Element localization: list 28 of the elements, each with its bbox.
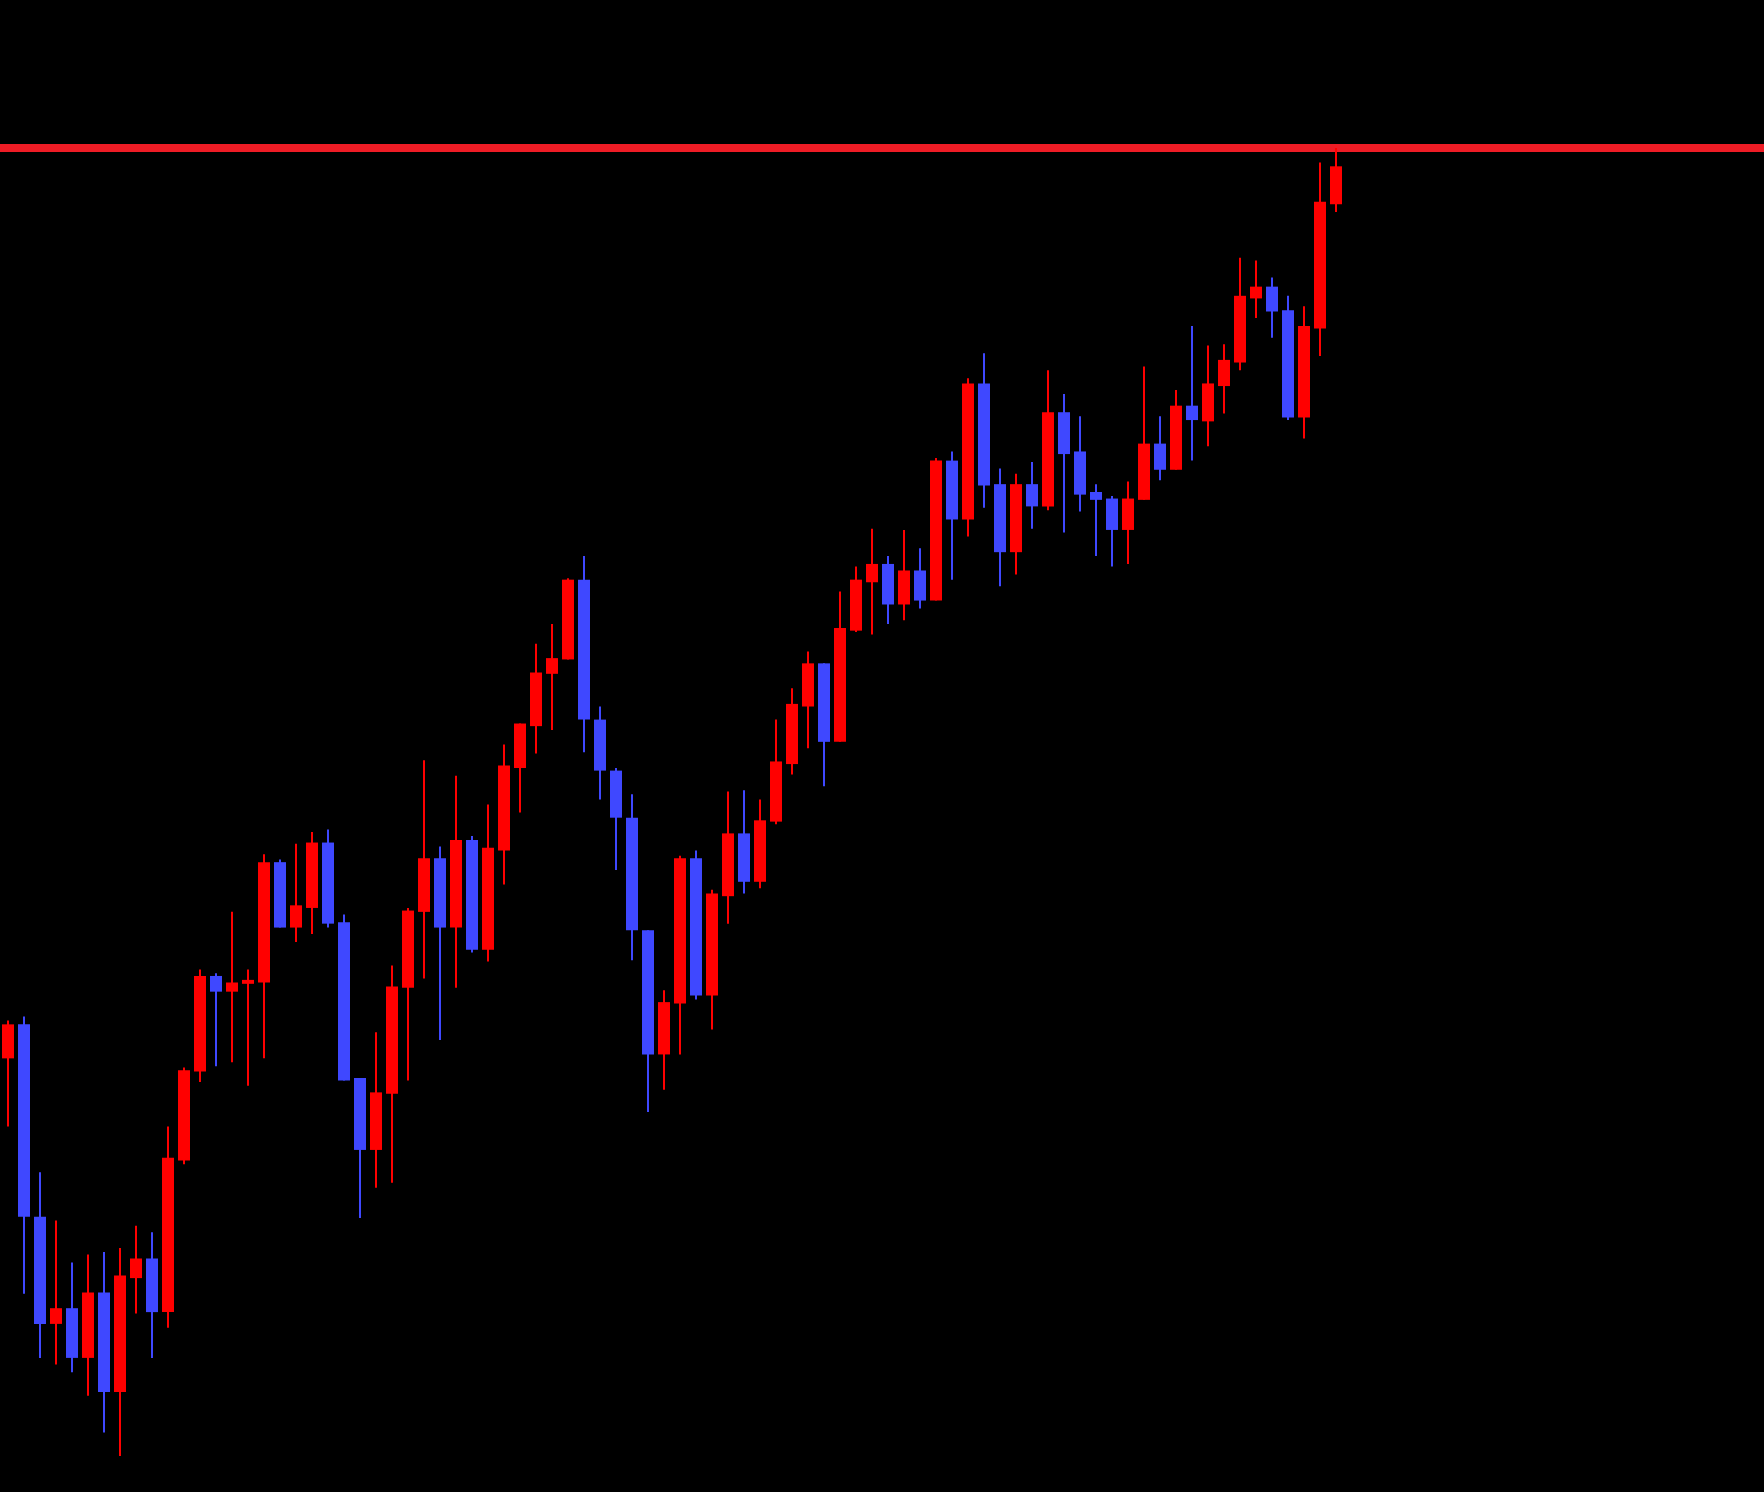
candlestick bbox=[130, 1224, 142, 1315]
candlestick bbox=[514, 722, 526, 814]
candlestick bbox=[290, 842, 302, 943]
candlestick bbox=[1026, 460, 1038, 530]
candlestick bbox=[802, 650, 814, 750]
candlestick bbox=[1250, 259, 1262, 320]
candlestick bbox=[610, 766, 622, 872]
candlestick bbox=[898, 528, 910, 622]
candlestick bbox=[1106, 494, 1118, 568]
candlestick bbox=[546, 623, 558, 732]
candlestick bbox=[210, 972, 222, 1068]
candlestick bbox=[2, 1019, 14, 1128]
candlestick bbox=[882, 555, 894, 626]
candlestick bbox=[1154, 415, 1166, 482]
candlestick bbox=[1090, 483, 1102, 558]
candlestick bbox=[1058, 392, 1070, 534]
candlestick bbox=[1074, 415, 1086, 513]
candlestick bbox=[1186, 324, 1198, 462]
candlestick bbox=[1266, 276, 1278, 339]
candlestick bbox=[1330, 147, 1342, 214]
candlestick bbox=[914, 547, 926, 610]
candlestick bbox=[1122, 480, 1134, 565]
candlestick bbox=[866, 527, 878, 636]
candlestick bbox=[226, 910, 238, 1064]
candlestick bbox=[1202, 344, 1214, 448]
candlestick bbox=[1218, 343, 1230, 415]
candlestick bbox=[242, 968, 254, 1087]
candlestick bbox=[50, 1219, 62, 1366]
